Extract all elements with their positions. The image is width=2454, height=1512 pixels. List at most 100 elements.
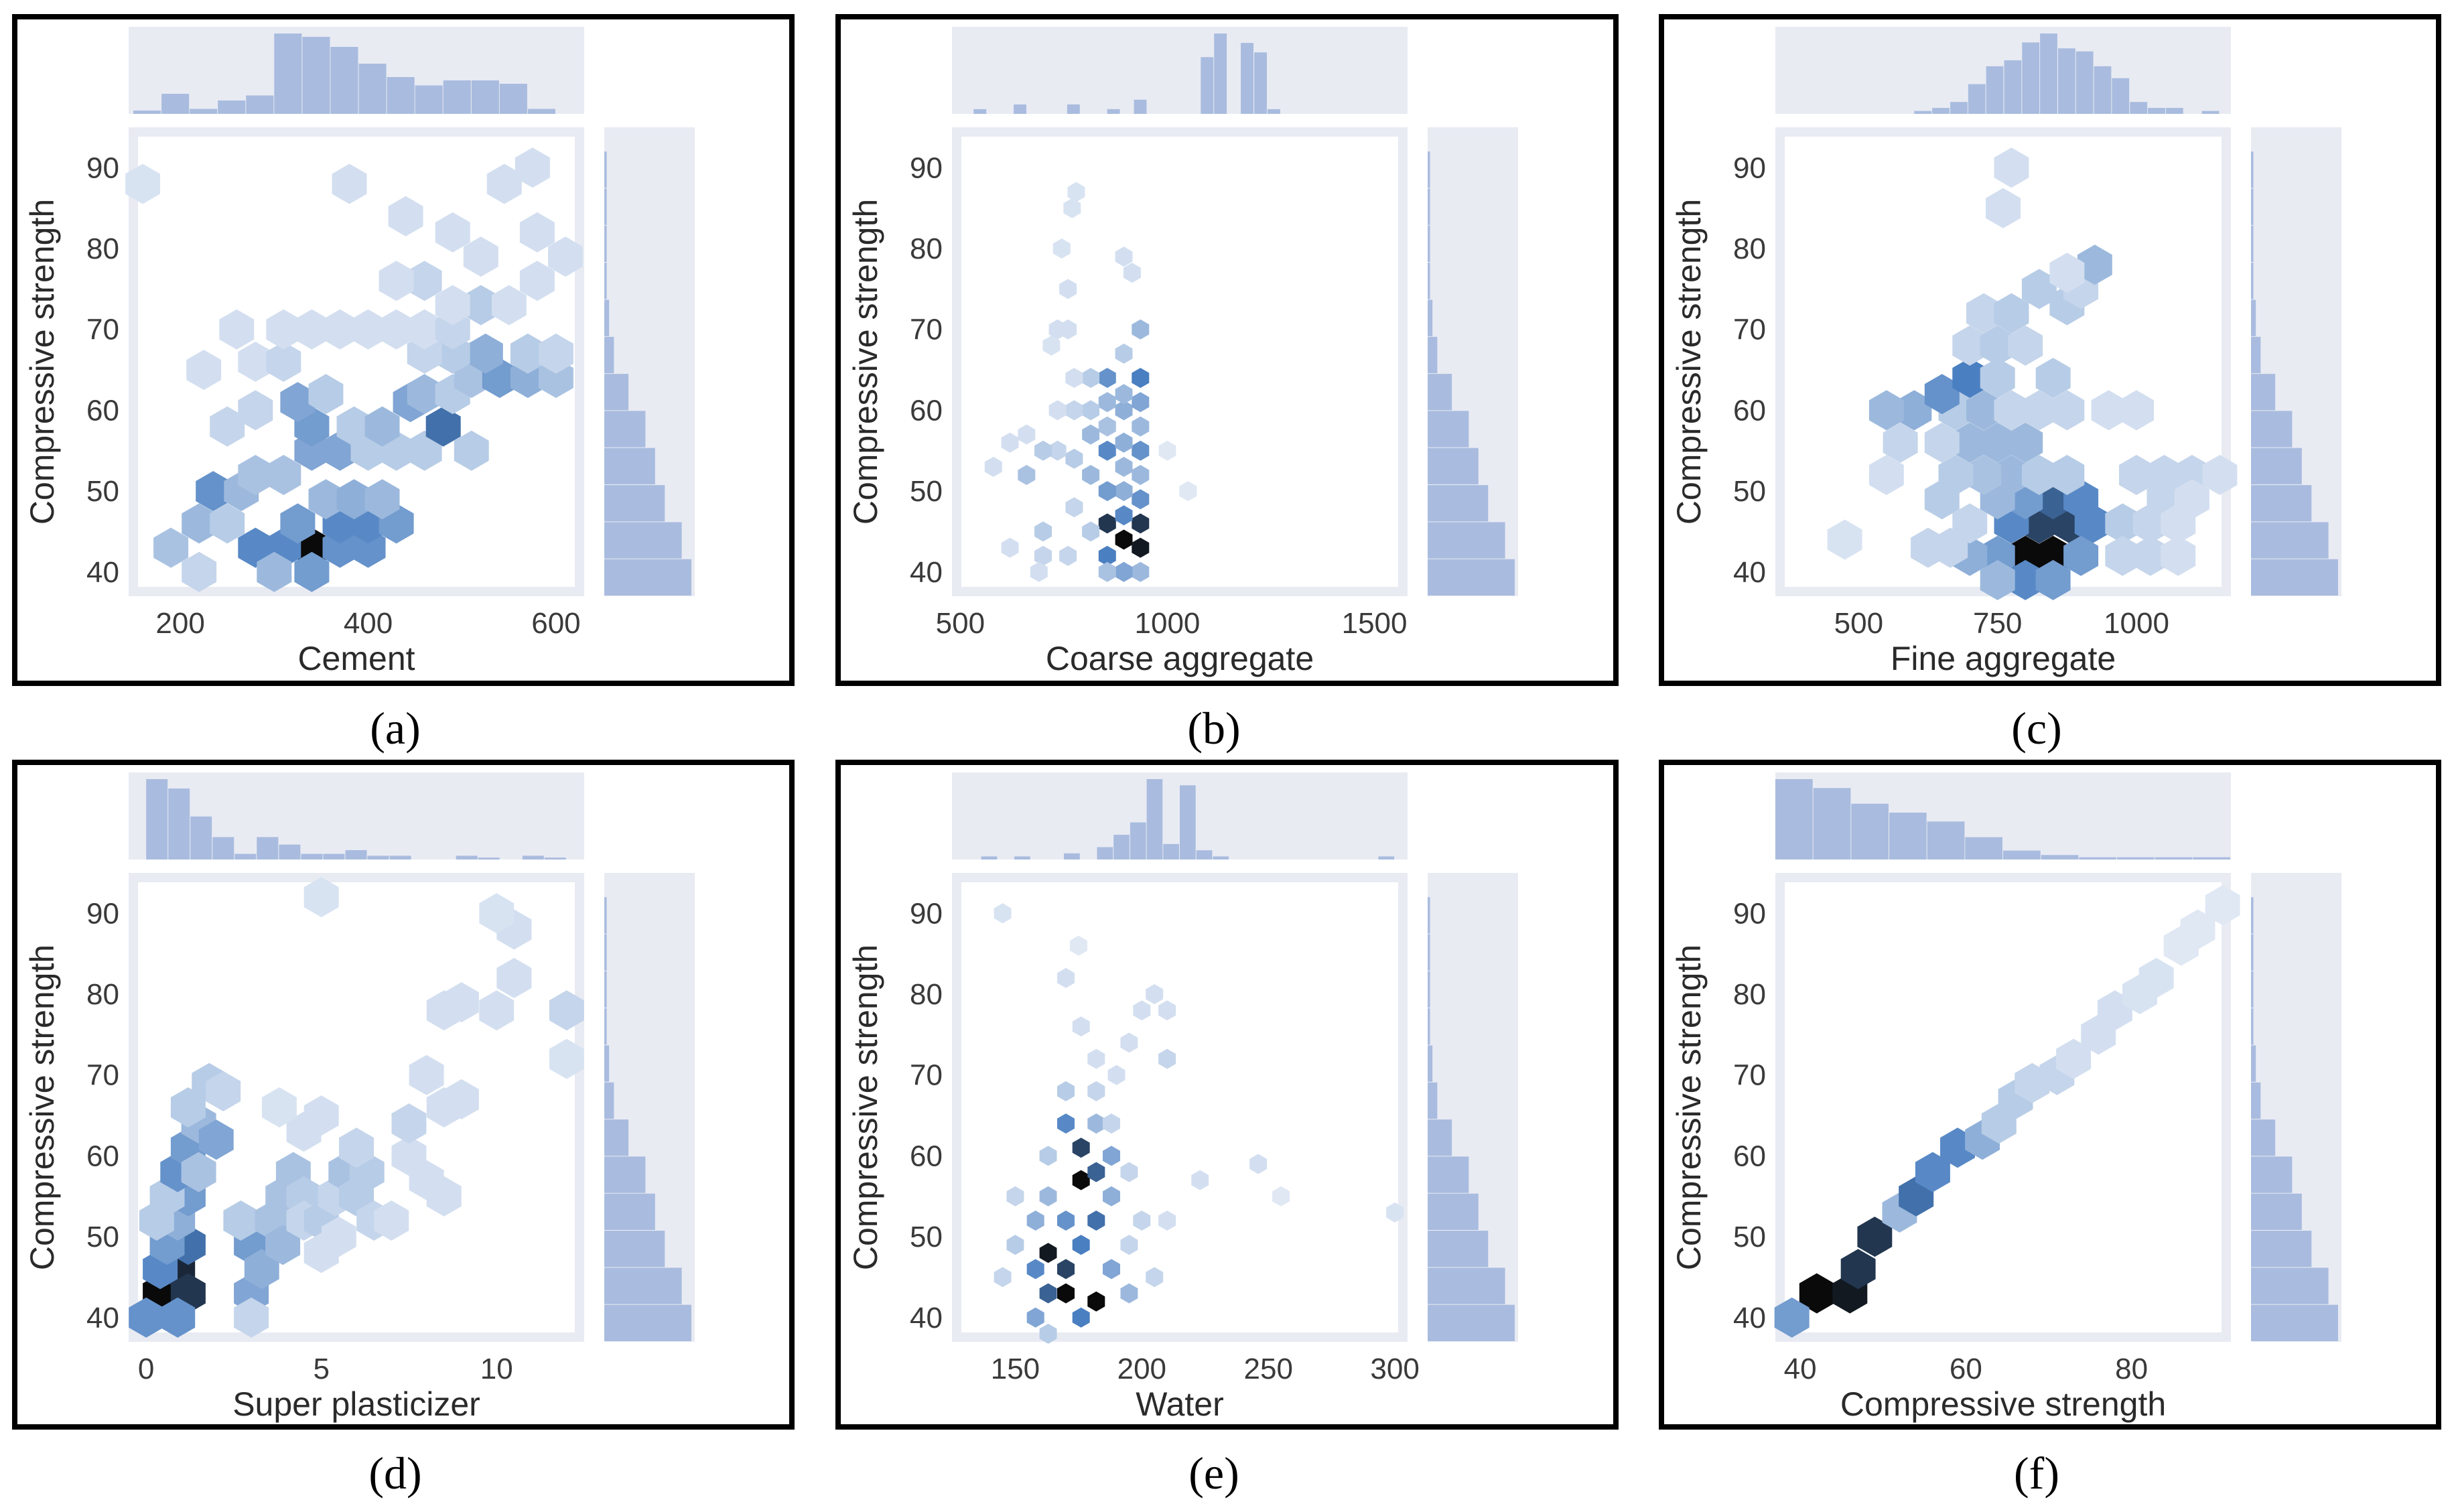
hexbin-cell xyxy=(280,382,316,423)
hexbin-cell xyxy=(223,1200,259,1241)
top-histogram-bar xyxy=(415,85,443,114)
hexbin-cell xyxy=(1006,1235,1024,1255)
hexbin-cell xyxy=(1146,984,1164,1004)
hexbin-cell xyxy=(1386,1202,1404,1223)
hexbin-cell xyxy=(1952,358,1988,399)
right-histogram-bar xyxy=(2251,1267,2329,1304)
hexbin-cell xyxy=(496,957,532,998)
x-axis-label: Compressive strength xyxy=(1840,1385,2166,1423)
right-histogram-bar xyxy=(2251,559,2338,596)
top-histogram-bar xyxy=(345,850,367,860)
hexbin-cell xyxy=(1057,967,1075,988)
top-histogram-bar xyxy=(544,857,566,860)
hexbin-cell xyxy=(409,1054,444,1095)
y-tick-label: 60 xyxy=(86,1140,119,1172)
top-histogram-bar xyxy=(2040,33,2057,114)
hexbin-cell xyxy=(1072,1307,1090,1328)
hexbin-cell xyxy=(1057,1081,1075,1101)
hexbin-cell xyxy=(454,430,489,471)
hexbin-cell xyxy=(1042,335,1061,356)
right-histogram-bar xyxy=(604,299,610,336)
y-tick-label: 70 xyxy=(1733,314,1766,346)
panel-caption: (d) xyxy=(368,1448,421,1499)
hexbin-cell xyxy=(444,982,479,1023)
hexbin-cell xyxy=(407,374,442,415)
top-histogram-bar xyxy=(1107,109,1120,114)
hexbin-cell xyxy=(1082,424,1100,445)
hexbin-cell xyxy=(2049,455,2085,495)
x-tick-label: 600 xyxy=(531,607,580,640)
y-tick-label: 80 xyxy=(86,232,119,265)
hexbin-cell xyxy=(1883,422,1918,463)
panel-a: 40 50 60 70 80 90 200 400 600 Cement Compressive s… xyxy=(12,14,795,754)
hexbin-cell xyxy=(1098,513,1116,534)
right-histogram-bar xyxy=(2251,522,2329,559)
hexbin-cell xyxy=(153,527,189,568)
hexbin-cell xyxy=(1065,448,1083,469)
right-histogram-bar xyxy=(604,225,607,263)
y-tick-label: 70 xyxy=(910,314,943,346)
y-tick-label: 80 xyxy=(86,978,119,1011)
top-histogram-bar xyxy=(133,111,161,114)
hexbin-cell xyxy=(548,236,583,277)
hexbin-cell xyxy=(1026,1307,1044,1328)
y-tick-label: 70 xyxy=(1733,1059,1766,1092)
x-tick-label: 1000 xyxy=(2104,607,2169,640)
hexbin-cell xyxy=(549,990,584,1031)
hexbin-cell xyxy=(2105,535,2140,576)
x-tick-label: 200 xyxy=(1117,1353,1166,1385)
right-histogram-bar xyxy=(2251,1231,2312,1267)
top-histogram-bar xyxy=(1014,104,1026,114)
hexbin-cell xyxy=(1098,481,1116,502)
hexbin-cell xyxy=(1980,559,2015,600)
hexbin-cell xyxy=(1966,293,2001,334)
x-tick-label: 250 xyxy=(1244,1353,1293,1385)
top-histogram-bar xyxy=(973,109,987,114)
right-histogram-bar xyxy=(604,1231,665,1267)
right-histogram-bar xyxy=(604,448,655,484)
hexbin-cell xyxy=(206,1071,241,1111)
right-histogram-bar xyxy=(1428,225,1430,263)
top-histogram-bar xyxy=(1064,853,1080,860)
hexbin-cell xyxy=(2008,422,2043,463)
hexbin-cell xyxy=(1994,390,2029,431)
right-histogram-bar xyxy=(604,1193,655,1230)
hexbin-cell xyxy=(1082,465,1100,485)
hexbin-cell xyxy=(1067,182,1085,202)
hexbin-cell xyxy=(1026,1259,1044,1280)
y-tick-label: 60 xyxy=(1733,394,1766,427)
hexbin-cell xyxy=(1006,1186,1024,1207)
hexbin-cell xyxy=(1980,422,2015,463)
hexbin-cell xyxy=(1087,1211,1105,1231)
right-histogram-bar xyxy=(604,411,646,448)
hexbin-cell xyxy=(2063,535,2099,576)
hexbin-cell xyxy=(1774,1297,1810,1338)
hexbin-cell xyxy=(1063,198,1081,218)
hexbin-cell xyxy=(1072,1235,1090,1255)
hexbin-cell xyxy=(1048,400,1067,421)
hexbin-cell xyxy=(1039,1323,1057,1344)
y-tick-label: 90 xyxy=(910,897,943,930)
right-histogram-bar xyxy=(1428,188,1430,225)
hexbin-cell xyxy=(266,455,301,495)
top-histogram-bar xyxy=(234,853,257,860)
right-histogram-bar xyxy=(604,151,607,188)
hexbin-cell xyxy=(308,374,344,415)
hexbin-cell xyxy=(1994,293,2029,334)
hexbin-cell xyxy=(1911,527,1946,568)
right-histogram-bar xyxy=(604,897,607,934)
top-histogram-bar xyxy=(218,100,246,114)
hexbin-cell xyxy=(1026,1211,1044,1231)
right-histogram-bar xyxy=(2251,151,2254,188)
hexbin-cell xyxy=(510,333,545,374)
hexbin-cell xyxy=(1103,1113,1120,1134)
hexbin-cell xyxy=(1115,343,1133,364)
top-histogram-bar xyxy=(1965,837,2002,860)
hexbin-cell xyxy=(266,309,301,350)
hexbin-cell xyxy=(1179,481,1197,502)
hexbin-cell xyxy=(238,455,273,495)
top-histogram-bar xyxy=(456,855,478,860)
top-histogram-bar xyxy=(146,779,168,860)
hexbin-cell xyxy=(2049,390,2085,431)
y-tick-label: 50 xyxy=(1733,475,1766,508)
